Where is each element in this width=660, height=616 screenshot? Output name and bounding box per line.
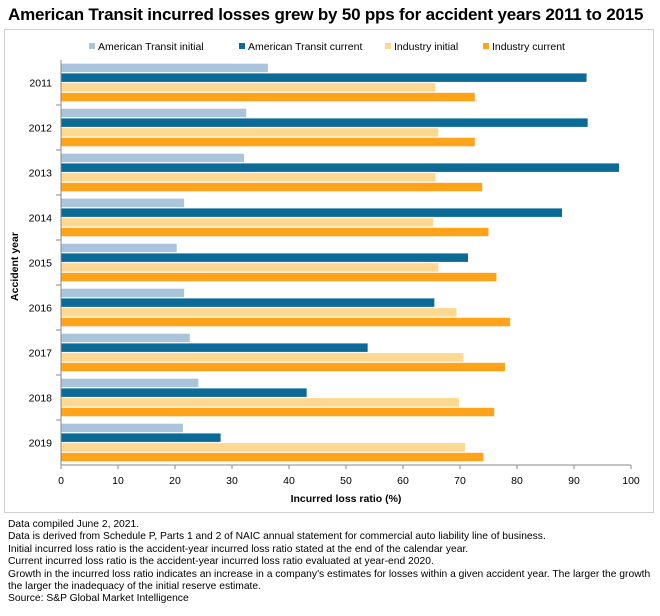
legend-swatch-industry-initial [385, 43, 391, 49]
x-tick-label-90: 90 [568, 475, 580, 487]
bar-american-transit-current-2016 [61, 298, 435, 307]
x-tick-label-20: 20 [169, 475, 181, 487]
footnotes: Data compiled June 2, 2021. Data is deri… [8, 519, 652, 606]
y-tick-label-2012: 2012 [29, 123, 53, 135]
footnote-initial-definition: Initial incurred loss ratio is the accid… [8, 543, 469, 555]
bar-industry-current-2015 [61, 272, 497, 282]
bar-industry-initial-2011 [61, 83, 436, 92]
x-tick-label-10: 10 [112, 475, 124, 487]
y-tick-label-2018: 2018 [29, 393, 53, 405]
bar-american-transit-current-2017 [61, 343, 368, 352]
bar-industry-initial-2016 [61, 308, 457, 317]
bar-american-transit-current-2012 [61, 118, 588, 127]
y-tick-label-2014: 2014 [29, 213, 53, 225]
bar-american-transit-current-2015 [61, 253, 468, 262]
y-tick-label-2011: 2011 [29, 78, 52, 90]
x-tick-label-0: 0 [58, 475, 64, 487]
x-axis-title: Incurred loss ratio (%) [291, 493, 402, 505]
bar-industry-current-2017 [61, 362, 506, 372]
bar-american-transit-current-2014 [61, 208, 563, 217]
footnote-current-definition: Current incurred loss ratio is the accid… [8, 556, 434, 568]
bar-industry-current-2019 [61, 452, 484, 462]
chart-title: American Transit incurred losses grew by… [8, 5, 644, 24]
legend-swatch-american-transit-initial [89, 43, 95, 49]
footnote-source: Source: S&P Global Market Intelligence [8, 593, 189, 605]
bar-american-transit-initial-2011 [61, 63, 268, 73]
bar-american-transit-initial-2013 [61, 153, 244, 163]
bar-industry-current-2014 [61, 227, 489, 237]
bar-american-transit-initial-2012 [61, 108, 247, 118]
chart-frame: American Transit initial American Transit… [4, 29, 654, 513]
legend-swatch-industry-current [483, 43, 489, 49]
bar-american-transit-initial-2016 [61, 288, 185, 298]
x-tick-label-80: 80 [511, 475, 523, 487]
bar-industry-current-2011 [61, 92, 475, 102]
bar-american-transit-initial-2018 [61, 378, 199, 388]
bar-american-transit-current-2019 [61, 433, 221, 442]
bar-american-transit-initial-2017 [61, 333, 190, 343]
bar-industry-current-2018 [61, 407, 495, 417]
legend-swatch-american-transit-current [239, 43, 245, 49]
x-tick-label-100: 100 [622, 475, 640, 487]
x-tick-label-70: 70 [454, 475, 466, 487]
y-tick-label-2016: 2016 [29, 303, 53, 315]
bar-industry-initial-2017 [61, 353, 464, 362]
x-tick-label-40: 40 [283, 475, 295, 487]
legend-label-industry-current: Industry current [492, 41, 565, 53]
bar-american-transit-initial-2014 [61, 198, 185, 208]
x-tick-label-30: 30 [226, 475, 238, 487]
y-tick-label-2017: 2017 [29, 348, 53, 360]
bar-industry-initial-2012 [61, 128, 439, 137]
bar-industry-initial-2014 [61, 218, 434, 227]
y-tick-label-2019: 2019 [29, 438, 53, 450]
y-axis-title: Accident year [9, 232, 21, 301]
y-tick-label-2015: 2015 [29, 258, 53, 270]
bar-industry-initial-2019 [61, 443, 466, 452]
bar-american-transit-current-2018 [61, 388, 307, 397]
x-tick-label-50: 50 [340, 475, 352, 487]
bar-american-transit-current-2011 [61, 73, 587, 82]
bar-industry-initial-2015 [61, 263, 439, 272]
bar-industry-current-2012 [61, 137, 475, 147]
bar-american-transit-initial-2015 [61, 243, 177, 253]
footnote-growth-definition: Growth in the incurred loss ratio indica… [8, 568, 651, 593]
legend-label-american-transit-current: American Transit current [248, 41, 362, 53]
bar-industry-current-2016 [61, 317, 511, 327]
bar-american-transit-current-2013 [61, 163, 620, 172]
footnote-data-source: Data is derived from Schedule P, Parts 1… [8, 531, 546, 543]
chart: American Transit initial American Transit… [9, 41, 640, 505]
y-tick-label-2013: 2013 [29, 168, 53, 180]
bar-industry-current-2013 [61, 182, 483, 192]
footnote-date: Data compiled June 2, 2021. [8, 519, 140, 530]
bar-industry-initial-2013 [61, 173, 436, 182]
bar-american-transit-initial-2019 [61, 423, 183, 433]
bar-industry-initial-2018 [61, 398, 459, 407]
legend-label-american-transit-initial: American Transit initial [98, 41, 204, 53]
legend-label-industry-initial: Industry initial [394, 41, 458, 53]
x-tick-label-60: 60 [397, 475, 409, 487]
